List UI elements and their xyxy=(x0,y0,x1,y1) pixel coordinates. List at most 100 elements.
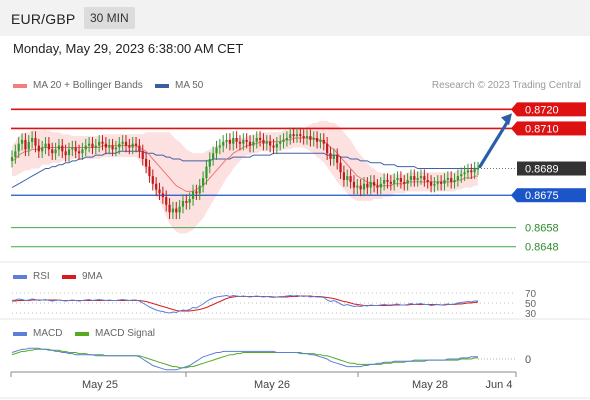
candle-body xyxy=(235,137,238,142)
candle-body xyxy=(118,143,121,148)
candle-body xyxy=(393,179,396,184)
macd-line xyxy=(11,347,478,371)
candle-body xyxy=(54,149,57,154)
price-label-box xyxy=(517,121,586,136)
candle-body xyxy=(279,141,282,144)
candle-body xyxy=(188,199,191,203)
candle-body xyxy=(429,181,433,186)
macd-tick-label: 0 xyxy=(525,354,531,366)
candle-body xyxy=(409,176,413,180)
candle-body xyxy=(218,145,221,148)
candle-body xyxy=(248,141,252,146)
candle-body xyxy=(24,139,27,150)
macd-swatch xyxy=(13,331,27,336)
candle-body xyxy=(128,145,131,148)
candle-body xyxy=(57,145,61,150)
candle-body xyxy=(413,176,416,180)
rsi-9ma-line xyxy=(12,295,479,312)
legend-rsi-9ma-label: 9MA xyxy=(82,271,103,282)
research-credit: Research © 2023 Trading Central xyxy=(431,80,581,91)
candle-body xyxy=(81,149,84,154)
candle-body xyxy=(383,179,386,184)
legend-macd-label: MACD xyxy=(33,328,63,339)
price-label-pointer xyxy=(511,188,517,203)
candle-body xyxy=(302,136,305,138)
rsi-tick-label: 70 xyxy=(525,289,537,300)
candle-body xyxy=(178,206,181,213)
candle-body xyxy=(104,143,107,148)
candle-body xyxy=(242,139,245,144)
candle-body xyxy=(17,143,20,152)
candle-body xyxy=(47,143,50,150)
candle-body xyxy=(366,183,369,188)
candle-body xyxy=(34,137,37,146)
price-label-pointer xyxy=(511,102,517,117)
candle-body xyxy=(305,136,309,138)
candle-body xyxy=(349,176,352,182)
candle-body xyxy=(91,143,94,148)
price-level-label: 0.8675 xyxy=(525,190,559,202)
candle-body xyxy=(238,141,242,144)
candle-body xyxy=(456,176,459,180)
top-bar: EUR/GBP 30 MIN xyxy=(0,0,590,36)
candle-body xyxy=(134,143,138,146)
candle-body xyxy=(41,147,44,152)
candle-body xyxy=(131,143,134,148)
candle-body xyxy=(84,145,87,150)
ma50-swatch xyxy=(155,83,169,88)
candle-body xyxy=(403,181,406,184)
candle-body xyxy=(356,185,359,188)
candle-body xyxy=(225,139,228,142)
candle-body xyxy=(228,139,232,144)
candle-body xyxy=(77,151,81,154)
candle-body xyxy=(352,181,356,188)
candle-body xyxy=(473,168,476,173)
bollinger-band xyxy=(12,120,478,234)
candle-body xyxy=(292,134,295,137)
candle-body xyxy=(208,158,211,167)
time-axis-label: May 28 xyxy=(412,379,448,391)
candle-body xyxy=(322,139,325,144)
candle-body xyxy=(195,191,198,194)
candle-body xyxy=(185,200,188,203)
price-level-label: 0.8710 xyxy=(525,123,559,135)
candle-body xyxy=(443,179,446,184)
timestamp: Monday, May 29, 2023 6:38:00 AM CET xyxy=(13,41,244,56)
candle-body xyxy=(265,141,268,144)
candle-body xyxy=(406,179,409,184)
candle-body xyxy=(20,139,24,144)
interval-button[interactable]: 30 MIN xyxy=(84,7,135,29)
candle-body xyxy=(369,181,372,188)
candle-body xyxy=(399,178,402,182)
candle-body xyxy=(463,172,466,175)
candle-body xyxy=(114,147,118,150)
candle-body xyxy=(108,145,111,148)
candle-body xyxy=(309,136,312,140)
candle-body xyxy=(88,143,91,146)
currency-pair-title: EUR/GBP xyxy=(11,11,76,27)
price-label-box xyxy=(517,102,586,117)
macd-signal-swatch xyxy=(75,331,89,336)
candle-body xyxy=(299,134,302,137)
candle-body xyxy=(14,151,17,158)
candle-body xyxy=(255,137,258,142)
candle-body xyxy=(232,137,235,144)
candle-body xyxy=(222,141,225,146)
rsi-tick-label: 30 xyxy=(525,309,537,320)
candle-body xyxy=(315,137,319,142)
candle-body xyxy=(285,137,289,140)
candle-body xyxy=(453,179,456,182)
candle-body xyxy=(372,181,376,186)
candle-body xyxy=(44,143,47,148)
candle-body xyxy=(466,170,470,173)
candle-body xyxy=(470,170,473,173)
candle-body xyxy=(312,137,315,140)
candle-body xyxy=(346,176,349,180)
ma20-line xyxy=(11,137,478,192)
candle-body xyxy=(148,166,151,177)
candle-body xyxy=(98,141,101,146)
rsi-9ma-swatch xyxy=(62,274,76,279)
candle-body xyxy=(336,155,339,163)
candle-body xyxy=(27,141,30,150)
candle-body xyxy=(161,193,164,198)
